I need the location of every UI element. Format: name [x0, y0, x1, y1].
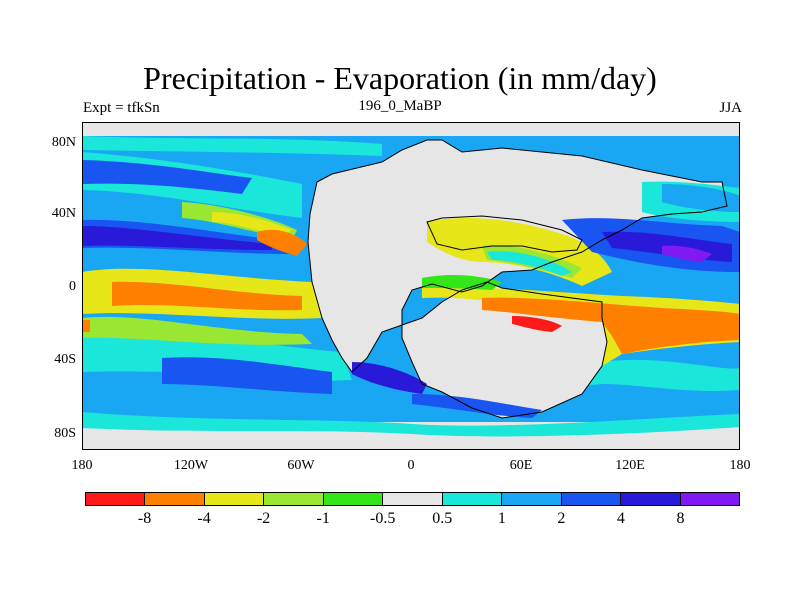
lat-label-40s: 40S — [54, 352, 76, 367]
lat-label-40n: 40N — [51, 206, 76, 221]
south-east-cyan — [602, 359, 740, 391]
east-tethys-violet — [662, 245, 712, 262]
lat-label-80n: 80N — [51, 135, 76, 150]
plot-title: Precipitation - Evaporation (in mm/day) — [143, 60, 657, 96]
itcz-west-indigo — [82, 226, 272, 250]
lon-label-60e: 60E — [509, 458, 533, 473]
lon-label-120e: 120E — [615, 458, 645, 473]
tethys-coastline — [426, 215, 583, 253]
colorbar-label: -8 — [137, 510, 152, 527]
colorbar-box — [680, 493, 739, 505]
colorbar-label: 0.5 — [432, 510, 453, 527]
colorbar-box — [621, 493, 681, 505]
age-label: 196_0_MaBP — [358, 98, 442, 114]
west-edge-dry — [82, 320, 90, 332]
lon-label-60w: 60W — [287, 458, 315, 473]
colorbar-box — [442, 493, 503, 505]
southeast-extreme-dry — [512, 316, 562, 332]
colorbar-box — [264, 493, 324, 505]
lat-label-0: 0 — [69, 279, 76, 294]
map-contour-field — [82, 122, 740, 450]
south-cyan-band — [82, 412, 740, 437]
arctic-land — [82, 122, 740, 136]
colorbar-box — [323, 493, 384, 505]
colorbar-label: -4 — [197, 510, 211, 527]
caribbean-dry — [257, 229, 307, 256]
colorbar-label: -1 — [316, 510, 330, 527]
colorbar-box — [561, 493, 622, 505]
tethys-cyan — [487, 251, 572, 276]
lon-label-0: 0 — [407, 458, 415, 473]
lon-label-180e: 180 — [729, 458, 751, 473]
colorbar-label: 8 — [676, 510, 685, 527]
pangea-coastline — [307, 139, 728, 419]
south-coast-indigo — [352, 362, 427, 394]
lon-label-120w: 120W — [173, 458, 209, 473]
west-tropical-very-dry — [112, 281, 302, 311]
south-shelf-blue — [412, 394, 542, 418]
colorbar-label: 2 — [557, 510, 566, 527]
southeast-very-dry — [482, 297, 740, 354]
colorbar-box — [86, 493, 146, 505]
lat-label-80s: 80S — [54, 426, 76, 441]
colorbar-label: -2 — [256, 510, 271, 527]
south-west-deep-blue — [162, 357, 332, 394]
colorbar-label: 1 — [497, 510, 506, 527]
colorbar-box — [383, 493, 443, 505]
colorbar-label: -0.5 — [370, 510, 396, 527]
northeast-blue — [662, 184, 740, 212]
pangea-land — [308, 140, 727, 418]
map-panel — [82, 122, 740, 450]
arctic-cyan — [82, 136, 382, 156]
colorbar — [85, 492, 740, 506]
colorbar-label: 4 — [616, 510, 625, 527]
experiment-label: Expt = tfkSn — [83, 100, 160, 116]
north-pacific-blue — [82, 160, 252, 194]
lon-label-180w: 180 — [71, 458, 93, 473]
west-green-strip — [82, 316, 312, 345]
colorbar-box — [204, 493, 265, 505]
colorbar-box — [145, 493, 205, 505]
colorbar-box — [502, 493, 562, 505]
season-label: JJA — [719, 100, 742, 116]
